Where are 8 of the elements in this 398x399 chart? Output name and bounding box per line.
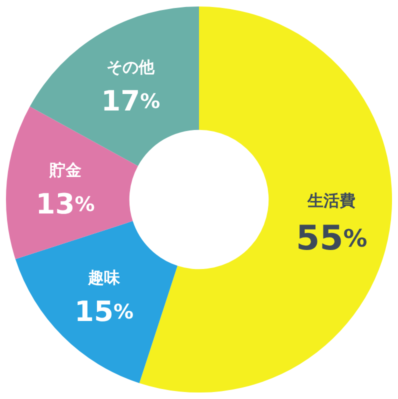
data-label: 55%	[296, 218, 368, 259]
data-label: 17%	[101, 84, 160, 118]
slice-label: その他	[106, 57, 156, 76]
data-label: 13%	[36, 187, 95, 220]
data-label: 15%	[74, 294, 134, 328]
slice-label: 趣味	[87, 268, 122, 287]
slice-label: 生活費	[306, 191, 356, 210]
slice-label: 貯金	[48, 160, 82, 180]
